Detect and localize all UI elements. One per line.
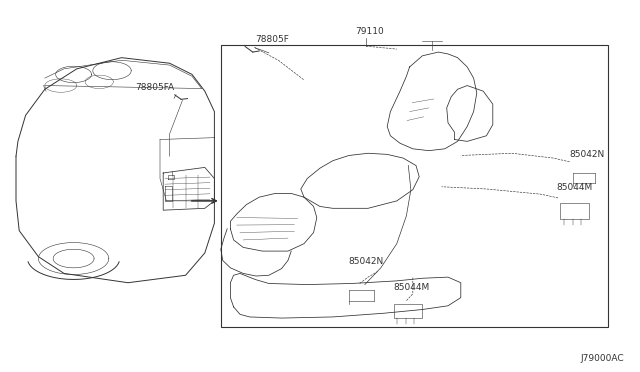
Text: J79000AC: J79000AC <box>580 354 624 363</box>
Text: 85044M: 85044M <box>394 283 430 292</box>
Bar <box>221 45 608 327</box>
Text: 85042N: 85042N <box>349 257 384 266</box>
Text: 78805F: 78805F <box>255 35 289 44</box>
Text: 85044M: 85044M <box>557 183 593 192</box>
Text: 78805FA: 78805FA <box>135 83 174 92</box>
Bar <box>560 203 589 219</box>
Text: 79110: 79110 <box>355 28 384 36</box>
Bar <box>394 304 422 318</box>
Text: 85042N: 85042N <box>570 150 605 159</box>
